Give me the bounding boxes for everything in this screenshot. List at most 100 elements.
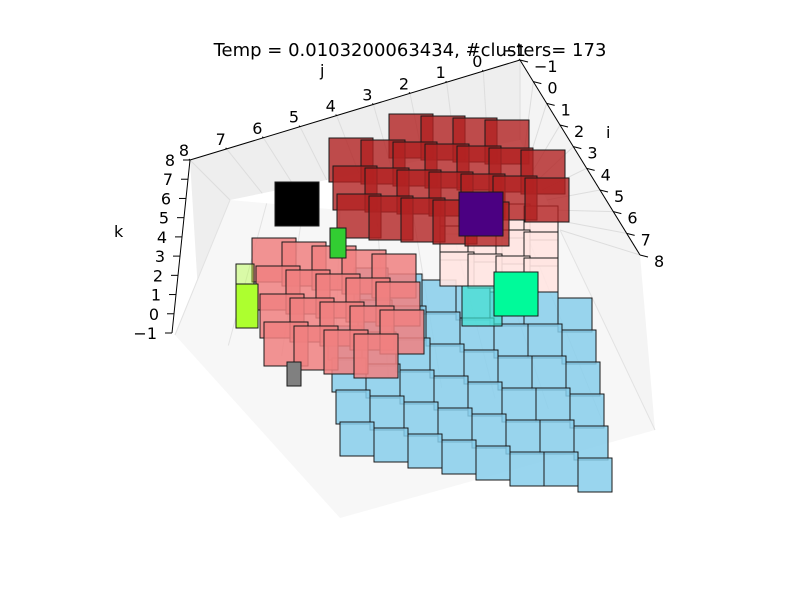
j-tick-label: 1 — [436, 63, 446, 82]
i-tick-label: 6 — [627, 209, 637, 228]
voxel — [407, 433, 443, 469]
voxel — [524, 177, 570, 223]
axis-lines — [171, 59, 641, 334]
grid-line — [559, 229, 656, 431]
j-tick-label: 0 — [472, 52, 482, 71]
i-tick-mark — [519, 59, 529, 63]
grid-line — [262, 137, 295, 187]
i-tick-label: 3 — [587, 144, 597, 163]
voxel — [403, 401, 439, 437]
j-tick-label: 4 — [326, 97, 336, 116]
j-tick-label: 7 — [216, 130, 226, 149]
j-tick-label: 5 — [289, 108, 299, 127]
i-tick-label: 1 — [561, 100, 571, 119]
voxel — [471, 413, 507, 449]
voxel — [557, 297, 593, 333]
voxel — [373, 427, 409, 463]
voxel — [425, 311, 461, 347]
voxel — [467, 381, 503, 417]
voxel — [463, 349, 499, 385]
k-tick-label: 1 — [151, 286, 161, 305]
voxel — [493, 323, 529, 359]
voxel — [458, 191, 504, 237]
k-tick-label: −1 — [133, 324, 157, 343]
voxel — [505, 419, 541, 455]
voxel — [475, 445, 511, 481]
voxel — [433, 375, 469, 411]
grid-line — [227, 203, 268, 346]
j-tick-label: −1 — [502, 41, 526, 60]
voxel — [441, 439, 477, 475]
k-tick-label: 3 — [155, 247, 165, 266]
k-tick-label: 7 — [163, 170, 173, 189]
voxel — [527, 323, 563, 359]
i-axis-line — [519, 59, 641, 256]
grid-line — [226, 148, 263, 194]
i-tick-label: 2 — [574, 122, 584, 141]
k-tick-label: 4 — [157, 228, 167, 247]
j-axis-line — [189, 59, 521, 161]
j-tick-label: 3 — [362, 85, 372, 104]
k-axis-line — [171, 159, 191, 334]
grid-line — [299, 126, 328, 181]
j-tick-label: 8 — [179, 141, 189, 160]
voxel — [543, 451, 579, 487]
j-tick-mark — [408, 91, 411, 94]
j-tick-mark — [225, 147, 228, 150]
i-tick-mark — [573, 146, 582, 150]
i-tick-label: 4 — [601, 165, 611, 184]
i-tick-mark — [533, 81, 542, 85]
voxel — [335, 389, 371, 425]
i-tick-mark — [613, 211, 622, 215]
i-tick-label: 8 — [654, 252, 664, 271]
grid-line — [559, 229, 641, 256]
voxel — [573, 425, 609, 461]
k-tick-label: 2 — [153, 266, 163, 285]
voxel — [235, 283, 259, 329]
j-tick-mark — [518, 58, 521, 61]
voxel — [531, 355, 567, 391]
voxel — [501, 387, 537, 423]
voxel — [539, 419, 575, 455]
voxel — [561, 329, 597, 365]
voxel — [493, 271, 539, 317]
k-tick-label: 0 — [149, 305, 159, 324]
voxel — [497, 355, 533, 391]
j-tick-mark — [445, 80, 448, 83]
i-tick-mark — [626, 232, 635, 236]
voxel — [353, 333, 399, 379]
chart-title: Temp = 0.0103200063434, #clusters= 173 — [213, 40, 607, 61]
i-axis-label: i — [606, 123, 610, 142]
voxel — [509, 451, 545, 487]
i-tick-label: 7 — [641, 230, 651, 249]
grid-line — [174, 199, 231, 336]
k-axis-label: k — [114, 222, 124, 241]
cluster-voxels — [235, 113, 613, 493]
voxel — [429, 343, 465, 379]
voxel — [535, 387, 571, 423]
grid-line — [189, 159, 231, 201]
i-tick-label: −1 — [534, 57, 558, 76]
j-tick-mark — [335, 114, 338, 116]
i-tick-mark — [559, 124, 569, 128]
voxel — [274, 181, 320, 227]
j-tick-label: 6 — [252, 119, 262, 138]
voxel — [569, 393, 605, 429]
i-tick-label: 5 — [614, 187, 624, 206]
j-tick-mark — [371, 103, 374, 105]
voxel — [437, 407, 473, 443]
j-tick-label: 2 — [399, 74, 409, 93]
i-tick-mark — [599, 189, 609, 193]
k-tick-label: 5 — [159, 209, 169, 228]
i-tick-mark — [546, 102, 555, 106]
voxel — [286, 361, 302, 387]
voxel — [329, 227, 347, 259]
voxel — [577, 457, 613, 493]
i-tick-mark — [586, 167, 595, 171]
voxel — [369, 395, 405, 431]
voxel — [565, 361, 601, 397]
i-tick-label: 0 — [547, 79, 557, 98]
voxel — [399, 369, 435, 405]
k-tick-label: 6 — [161, 189, 171, 208]
